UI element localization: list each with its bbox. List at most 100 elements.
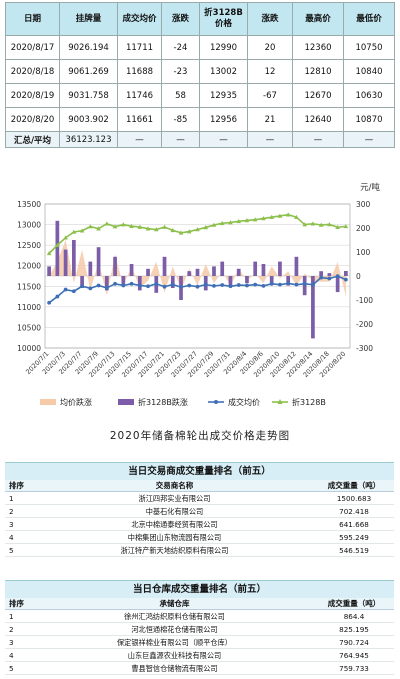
series-3128b-point: [55, 242, 60, 247]
series-3128b-point: [96, 226, 101, 231]
header-warehouse-name: 承储仓库: [159, 599, 190, 608]
series-3128b-point: [252, 217, 258, 222]
cell: 9061.269: [59, 59, 118, 84]
series-avg-price-point: [47, 300, 52, 305]
bar-3128b-change: [294, 256, 299, 276]
y-left-tick-label: 13500: [17, 200, 41, 209]
price-trend-chart: 元/吨 10000 10500 11000 11500 12000 12500 13000 13…: [0, 176, 400, 446]
series-3128b-point: [335, 224, 340, 230]
volume-cell: 864.4: [343, 612, 365, 621]
series-avg-price-point: [212, 283, 216, 288]
series-avg-price-point: [113, 281, 117, 286]
series-3128b-point: [195, 227, 200, 232]
bar-3128b-change: [47, 266, 51, 276]
volume-cell: 546.519: [339, 546, 369, 555]
series-avg-price-point: [269, 281, 274, 286]
table-row: 5 曹县智信仓储物流有限公司 759.733: [5, 662, 394, 675]
series-3128b-point: [318, 222, 324, 227]
series-3128b-point: [219, 220, 225, 226]
cell: 9026.194: [59, 35, 118, 60]
series-avg-price-point: [343, 277, 348, 282]
series-avg-price-point: [146, 284, 150, 289]
table-row: 4 中棉集团山东物流园有限公司 595.249: [5, 531, 394, 544]
cell: 12935: [199, 83, 248, 108]
bar-3128b-change: [104, 276, 109, 291]
y-left-tick-label: 11000: [17, 303, 41, 312]
y-right-tick-label: 100: [356, 248, 371, 257]
rank-cell: 5: [9, 664, 14, 673]
y-left-tick-label: 10500: [17, 323, 41, 332]
legend-marker: [214, 400, 218, 404]
series-avg-price-point: [327, 276, 332, 281]
series-avg-price-point: [261, 283, 266, 288]
header-3128b-change: 涨跌: [247, 2, 293, 36]
series-3128b-point: [269, 214, 274, 219]
series-avg-price-point: [228, 284, 233, 289]
cell: 21: [247, 107, 293, 132]
y-right-tick-label: -100: [356, 296, 373, 305]
bar-3128b-change: [236, 268, 241, 276]
bar-3128b-change: [261, 264, 266, 276]
header-min-price: 最低价: [343, 2, 395, 36]
header-avg-price: 成交均价: [117, 2, 162, 36]
rank-cell: 1: [9, 612, 14, 621]
bar-3128b-change: [63, 249, 68, 276]
name-cell: 徐州汇鸿纺织原料仓储有限公司: [124, 612, 225, 621]
bar-3128b-change: [170, 276, 175, 288]
series-3128b-point: [178, 230, 184, 235]
cell: 12990: [199, 35, 248, 60]
rank-cell: 4: [9, 533, 14, 542]
legend-label: 成交均价: [228, 397, 260, 407]
series-avg-price-point: [179, 285, 183, 290]
volume-cell: 759.733: [339, 664, 369, 673]
cell: 12360: [292, 35, 344, 60]
series-3128b-point: [121, 222, 126, 227]
series-avg-price-point: [187, 283, 192, 288]
bar-3128b-change: [327, 273, 332, 276]
cell: —: [199, 131, 248, 148]
cell: 36123.123: [59, 131, 118, 148]
header-change: 涨跌: [161, 2, 200, 36]
series-avg-price-point: [88, 286, 93, 291]
volume-cell: 790.724: [339, 638, 369, 647]
table-row: 2020/8/17 9026.194 11711 -24 12990 20 12…: [5, 35, 395, 60]
legend-swatch: [40, 399, 56, 405]
bar-3128b-change: [278, 261, 282, 276]
bar-3128b-change: [162, 256, 167, 276]
table-row: 5 浙江特产新天地纺织原料有限公司 546.519: [5, 544, 394, 557]
series-avg-price-point: [253, 282, 258, 287]
price-table-header-row: 日期 挂牌量 成交均价 涨跌 折3128B价格 涨跌 最高价 最低价: [5, 2, 395, 36]
bar-3128b-change: [80, 276, 84, 288]
volume-cell: 595.249: [339, 533, 369, 542]
series-avg-price-point: [80, 284, 84, 289]
series-avg-price-point: [236, 283, 241, 287]
series-avg-price-point: [286, 281, 291, 286]
header-listed-volume: 挂牌量: [59, 2, 118, 36]
cell: -23: [161, 59, 200, 84]
cell: 58: [161, 83, 200, 108]
cell: 10750: [343, 35, 395, 60]
rank-cell: 3: [9, 638, 14, 647]
name-cell: 中棉集团山东物流园有限公司: [127, 533, 222, 542]
bar-3128b-change: [220, 261, 225, 276]
unit-label: 元/吨: [360, 182, 380, 193]
series-avg-price-point: [162, 284, 167, 289]
table-row: 2 中基石化有限公司 702.418: [5, 505, 394, 518]
bar-3128b-change: [286, 276, 291, 286]
series-3128b-point: [170, 227, 176, 233]
series-3128b-point: [327, 222, 332, 227]
legend-swatch: [118, 399, 134, 405]
bar-3128b-change: [96, 247, 101, 276]
y-right-tick-label: 0: [356, 272, 361, 281]
series-3128b-point: [129, 223, 134, 229]
rank-cell: 3: [9, 520, 14, 529]
series-3128b-point: [277, 213, 283, 218]
series-3128b-point: [79, 228, 85, 233]
bar-3128b-change: [187, 271, 192, 276]
series-avg-price-point: [129, 281, 134, 286]
legend-label: 均价跌涨: [60, 397, 92, 407]
name-cell: 山东巨鑫源农业科技有限公司: [127, 651, 222, 660]
series-avg-price-point: [302, 281, 307, 286]
cell: 12640: [292, 107, 344, 132]
bar-3128b-change: [212, 266, 216, 276]
